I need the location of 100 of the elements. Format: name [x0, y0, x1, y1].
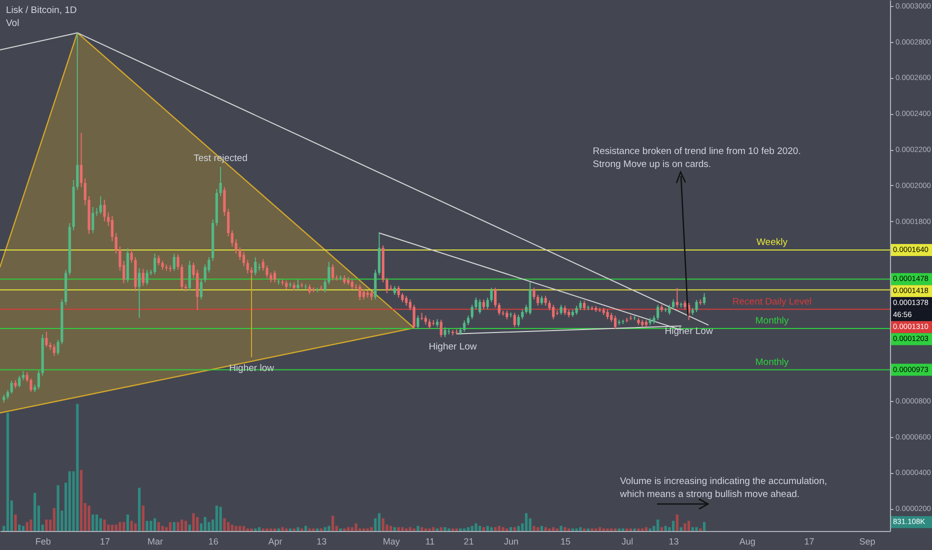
bar [88, 506, 90, 531]
candlestick [10, 380, 13, 394]
bar [354, 523, 358, 531]
bar [103, 520, 106, 531]
bar [451, 528, 454, 531]
candlestick [76, 32, 79, 190]
bar [548, 528, 551, 531]
ref-line-label: Monthly [755, 316, 789, 327]
ref-line-label: Recent Daily Level [732, 296, 812, 308]
bar [172, 522, 176, 531]
candlestick [238, 246, 242, 260]
bar [459, 528, 462, 531]
bar [614, 528, 617, 531]
bar [428, 528, 431, 531]
annotation: Resistance broken of trend line from 10 feb 2020. Strong Move up is on cards. [592, 146, 801, 170]
candlestick [490, 287, 493, 303]
bar [676, 514, 678, 531]
candlestick [296, 279, 300, 290]
candlestick [254, 256, 257, 276]
candlestick [564, 305, 566, 316]
candlestick [463, 320, 466, 332]
candlestick [146, 269, 148, 286]
bar [122, 522, 126, 531]
bar [482, 527, 485, 531]
x-tick-label: 21 [464, 536, 474, 546]
bar [370, 527, 373, 531]
candlestick [614, 315, 617, 330]
bar [288, 528, 292, 531]
bar [114, 524, 118, 531]
candlestick [532, 287, 536, 300]
bar [188, 524, 191, 531]
candlestick [273, 270, 276, 283]
candlestick [92, 206, 94, 234]
bar [684, 523, 686, 531]
x-tick-label: 11 [425, 536, 435, 546]
candlestick [142, 268, 144, 286]
candlestick [498, 302, 500, 316]
bar [281, 527, 284, 531]
candlestick [153, 253, 156, 275]
bar [412, 528, 416, 531]
candlestick [416, 315, 420, 330]
x-tick-label: Feb [35, 536, 51, 546]
bar [602, 528, 605, 531]
bar [52, 508, 56, 531]
candlestick [656, 304, 660, 321]
bar [26, 522, 28, 531]
candlestick [521, 309, 524, 320]
candlestick [583, 300, 586, 311]
candlestick [80, 132, 83, 188]
bar [691, 527, 694, 531]
bar [308, 528, 311, 531]
candlestick [579, 300, 582, 311]
candlestick [606, 309, 609, 320]
bar [401, 527, 404, 531]
candlestick [266, 264, 268, 278]
candlestick [482, 298, 485, 310]
bar [110, 524, 114, 531]
candlestick [138, 268, 141, 318]
bar [92, 514, 94, 531]
candlestick [37, 370, 40, 390]
bar [517, 526, 520, 531]
bar [378, 513, 381, 531]
text: Lisk / Bitcoin, 1D [6, 5, 77, 16]
x-tick-label: Aug [739, 536, 756, 546]
bar [157, 522, 160, 531]
candlestick [536, 294, 540, 306]
bar [586, 528, 590, 531]
bar [432, 527, 435, 531]
candlestick [362, 289, 366, 300]
bar [478, 526, 482, 531]
bar [300, 528, 304, 531]
x-tick-label: 13 [668, 536, 679, 546]
bar [463, 528, 466, 531]
bar [219, 506, 222, 531]
bar [176, 522, 180, 531]
candlestick [552, 304, 555, 320]
bar [22, 526, 25, 531]
bar [14, 514, 17, 531]
candlestick [270, 272, 272, 283]
bar [702, 522, 706, 531]
bar [312, 528, 315, 531]
candlestick [466, 315, 470, 326]
text: Vol [6, 18, 20, 29]
bar [215, 506, 218, 531]
bar [270, 528, 272, 531]
bar [230, 524, 234, 531]
bar [408, 527, 412, 531]
bar [532, 526, 536, 531]
bar [474, 523, 478, 531]
candlestick [544, 295, 547, 306]
candlestick [405, 295, 408, 306]
bar [622, 528, 624, 531]
bar [366, 528, 369, 531]
candlestick [30, 378, 32, 392]
x-tick-label: Sep [859, 536, 876, 546]
bar [544, 527, 547, 531]
bar [583, 528, 586, 531]
bar [598, 527, 602, 531]
bar [273, 528, 276, 531]
x-tick-label: May [382, 536, 400, 546]
